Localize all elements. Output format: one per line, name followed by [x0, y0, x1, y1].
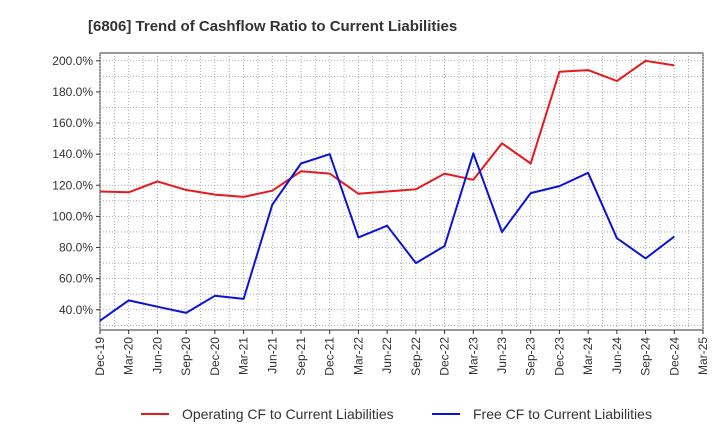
x-tick-label: Sep-20 [179, 337, 193, 376]
y-tick-label: 40.0% [59, 303, 93, 317]
legend-label: Free CF to Current Liabilities [473, 406, 652, 422]
x-tick-label: Sep-24 [639, 337, 653, 376]
y-tick-label: 80.0% [59, 241, 93, 255]
x-tick-label: Dec-19 [93, 337, 107, 376]
x-tick-label: Sep-23 [524, 337, 538, 376]
x-tick-label: Mar-24 [581, 337, 595, 375]
x-tick-label: Jun-24 [610, 337, 624, 374]
y-axis-ticks: 40.0% 60.0% 80.0% 100.0% 120.0% 140.0% 160.0% 1… [52, 54, 100, 317]
x-tick-label: Mar-23 [466, 337, 480, 375]
x-tick-label: Dec-20 [208, 337, 222, 376]
legend: Operating CF to Current Liabilities Free … [141, 406, 652, 422]
x-tick-label: Mar-20 [122, 337, 136, 375]
y-tick-label: 60.0% [59, 272, 93, 286]
x-tick-label: Jun-21 [265, 337, 279, 374]
x-tick-label: Sep-21 [294, 337, 308, 376]
y-tick-label: 100.0% [52, 209, 93, 223]
series-line-free-cf [99, 152, 675, 322]
x-tick-label: Mar-21 [237, 337, 251, 375]
y-tick-label: 180.0% [52, 85, 93, 99]
series-line-operating-cf [99, 59, 675, 198]
series-lines [99, 59, 675, 322]
x-tick-label: Dec-21 [323, 337, 337, 376]
y-tick-label: 120.0% [52, 178, 93, 192]
y-tick-label: 140.0% [52, 147, 93, 161]
x-tick-label: Dec-22 [438, 337, 452, 376]
x-tick-label: Dec-23 [552, 337, 566, 376]
x-tick-label: Jun-22 [380, 337, 394, 374]
y-tick-label: 200.0% [52, 54, 93, 68]
x-tick-label: Mar-25 [696, 337, 710, 375]
x-tick-label: Dec-24 [667, 337, 681, 376]
y-tick-label: 160.0% [52, 116, 93, 130]
x-tick-label: Jun-20 [150, 337, 164, 374]
legend-label: Operating CF to Current Liabilities [182, 406, 394, 422]
x-tick-label: Mar-22 [351, 337, 365, 375]
x-tick-label: Sep-22 [409, 337, 423, 376]
chart-title: [6806] Trend of Cashflow Ratio to Curren… [88, 18, 457, 35]
x-axis-ticks: Dec-19 Mar-20 Jun-20 Sep-20 Dec-20 Mar-21 Jun-… [93, 330, 710, 376]
x-tick-label: Jun-23 [495, 337, 509, 374]
